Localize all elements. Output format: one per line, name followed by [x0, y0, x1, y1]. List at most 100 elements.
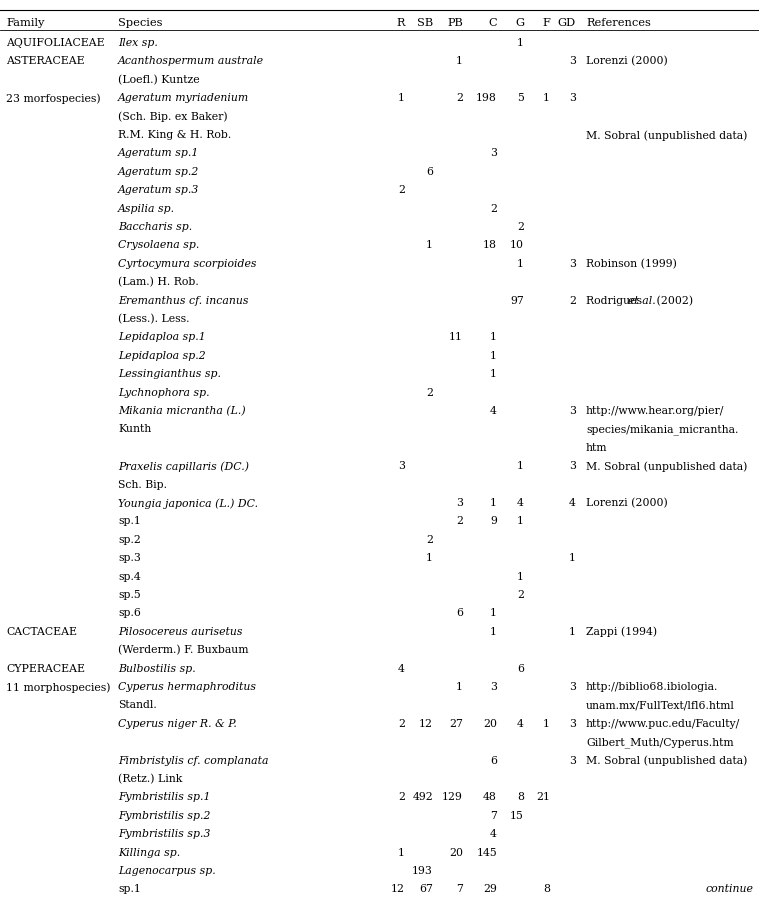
Text: Rodrigues: Rodrigues — [586, 296, 645, 306]
Text: 20: 20 — [449, 848, 463, 858]
Text: 6: 6 — [517, 664, 524, 674]
Text: Baccharis sp.: Baccharis sp. — [118, 222, 192, 232]
Text: F: F — [542, 18, 550, 28]
Text: 18: 18 — [483, 241, 497, 251]
Text: Fimbristylis cf. complanata: Fimbristylis cf. complanata — [118, 756, 269, 766]
Text: 1: 1 — [426, 241, 433, 251]
Text: (Less.). Less.: (Less.). Less. — [118, 314, 190, 325]
Text: Family: Family — [6, 18, 44, 28]
Text: 4: 4 — [517, 719, 524, 729]
Text: Ilex sp.: Ilex sp. — [118, 38, 158, 48]
Text: sp.1: sp.1 — [118, 517, 141, 527]
Text: (2002): (2002) — [653, 296, 693, 306]
Text: Lepidaploa sp.2: Lepidaploa sp.2 — [118, 351, 206, 361]
Text: 1: 1 — [517, 572, 524, 582]
Text: ASTERACEAE: ASTERACEAE — [6, 57, 84, 67]
Text: SB: SB — [417, 18, 433, 28]
Text: Acanthospermum australe: Acanthospermum australe — [118, 57, 264, 67]
Text: 3: 3 — [569, 756, 576, 766]
Text: 2: 2 — [517, 222, 524, 232]
Text: CYPERACEAE: CYPERACEAE — [6, 664, 85, 674]
Text: M. Sobral (unpublished data): M. Sobral (unpublished data) — [586, 756, 748, 766]
Text: R: R — [396, 18, 405, 28]
Text: PB: PB — [447, 18, 463, 28]
Text: Mikania micrantha (L.): Mikania micrantha (L.) — [118, 406, 246, 417]
Text: 1: 1 — [490, 369, 497, 379]
Text: Gilbert_Muth/Cyperus.htm: Gilbert_Muth/Cyperus.htm — [586, 737, 734, 748]
Text: 1: 1 — [490, 351, 497, 361]
Text: 492: 492 — [412, 792, 433, 803]
Text: References: References — [586, 18, 651, 28]
Text: 9: 9 — [490, 517, 497, 527]
Text: Lorenzi (2000): Lorenzi (2000) — [586, 498, 668, 509]
Text: Crysolaena sp.: Crysolaena sp. — [118, 241, 200, 251]
Text: Aspilia sp.: Aspilia sp. — [118, 204, 175, 214]
Text: 23 morfospecies): 23 morfospecies) — [6, 93, 101, 104]
Text: 1: 1 — [543, 719, 550, 729]
Text: 3: 3 — [398, 461, 405, 471]
Text: 6: 6 — [490, 756, 497, 766]
Text: 1: 1 — [490, 498, 497, 508]
Text: 8: 8 — [517, 792, 524, 803]
Text: Killinga sp.: Killinga sp. — [118, 848, 180, 858]
Text: Lessingianthus sp.: Lessingianthus sp. — [118, 369, 221, 379]
Text: 2: 2 — [398, 185, 405, 195]
Text: unam.mx/FullText/lfl6.html: unam.mx/FullText/lfl6.html — [586, 700, 735, 711]
Text: Fymbristilis sp.2: Fymbristilis sp.2 — [118, 811, 210, 821]
Text: 3: 3 — [490, 149, 497, 159]
Text: Lorenzi (2000): Lorenzi (2000) — [586, 57, 668, 67]
Text: 48: 48 — [483, 792, 497, 803]
Text: 1: 1 — [517, 517, 524, 527]
Text: 4: 4 — [569, 498, 576, 508]
Text: sp.3: sp.3 — [118, 553, 141, 563]
Text: 1: 1 — [490, 609, 497, 619]
Text: 3: 3 — [569, 682, 576, 692]
Text: 6: 6 — [456, 609, 463, 619]
Text: Lepidaploa sp.1: Lepidaploa sp.1 — [118, 333, 206, 343]
Text: http://www.puc.edu/Faculty/: http://www.puc.edu/Faculty/ — [586, 719, 740, 729]
Text: 97: 97 — [510, 296, 524, 306]
Text: Praxelis capillaris (DC.): Praxelis capillaris (DC.) — [118, 461, 249, 472]
Text: Kunth: Kunth — [118, 425, 151, 435]
Text: 10: 10 — [510, 241, 524, 251]
Text: 29: 29 — [483, 884, 497, 895]
Text: 3: 3 — [569, 93, 576, 103]
Text: 2: 2 — [456, 93, 463, 103]
Text: 3: 3 — [490, 682, 497, 692]
Text: et al.: et al. — [628, 296, 656, 306]
Text: R.M. King & H. Rob.: R.M. King & H. Rob. — [118, 130, 231, 140]
Text: Ageratum sp.1: Ageratum sp.1 — [118, 149, 200, 159]
Text: htm: htm — [586, 443, 607, 453]
Text: 3: 3 — [456, 498, 463, 508]
Text: (Lam.) H. Rob.: (Lam.) H. Rob. — [118, 277, 199, 288]
Text: 3: 3 — [569, 406, 576, 416]
Text: 4: 4 — [490, 406, 497, 416]
Text: M. Sobral (unpublished data): M. Sobral (unpublished data) — [586, 130, 748, 141]
Text: Ageratum sp.2: Ageratum sp.2 — [118, 167, 200, 177]
Text: AQUIFOLIACEAE: AQUIFOLIACEAE — [6, 38, 105, 48]
Text: Robinson (1999): Robinson (1999) — [586, 259, 677, 269]
Text: sp.5: sp.5 — [118, 590, 140, 600]
Text: sp.2: sp.2 — [118, 535, 141, 545]
Text: Pilosocereus aurisetus: Pilosocereus aurisetus — [118, 627, 242, 637]
Text: 1: 1 — [456, 57, 463, 67]
Text: Cyperus niger R. & P.: Cyperus niger R. & P. — [118, 719, 237, 729]
Text: 129: 129 — [442, 792, 463, 803]
Text: http://biblio68.ibiologia.: http://biblio68.ibiologia. — [586, 682, 718, 692]
Text: 3: 3 — [569, 719, 576, 729]
Text: Eremanthus cf. incanus: Eremanthus cf. incanus — [118, 296, 248, 306]
Text: 4: 4 — [517, 498, 524, 508]
Text: 193: 193 — [412, 866, 433, 876]
Text: Fymbristilis sp.1: Fymbristilis sp.1 — [118, 792, 210, 803]
Text: 11: 11 — [449, 333, 463, 343]
Text: Cyrtocymura scorpioides: Cyrtocymura scorpioides — [118, 259, 257, 269]
Text: Species: Species — [118, 18, 162, 28]
Text: 1: 1 — [517, 38, 524, 48]
Text: 2: 2 — [517, 590, 524, 600]
Text: Sch. Bip.: Sch. Bip. — [118, 480, 167, 490]
Text: Standl.: Standl. — [118, 700, 157, 711]
Text: (Retz.) Link: (Retz.) Link — [118, 774, 182, 785]
Text: 7: 7 — [490, 811, 497, 821]
Text: Youngia japonica (L.) DC.: Youngia japonica (L.) DC. — [118, 498, 258, 509]
Text: 1: 1 — [517, 461, 524, 471]
